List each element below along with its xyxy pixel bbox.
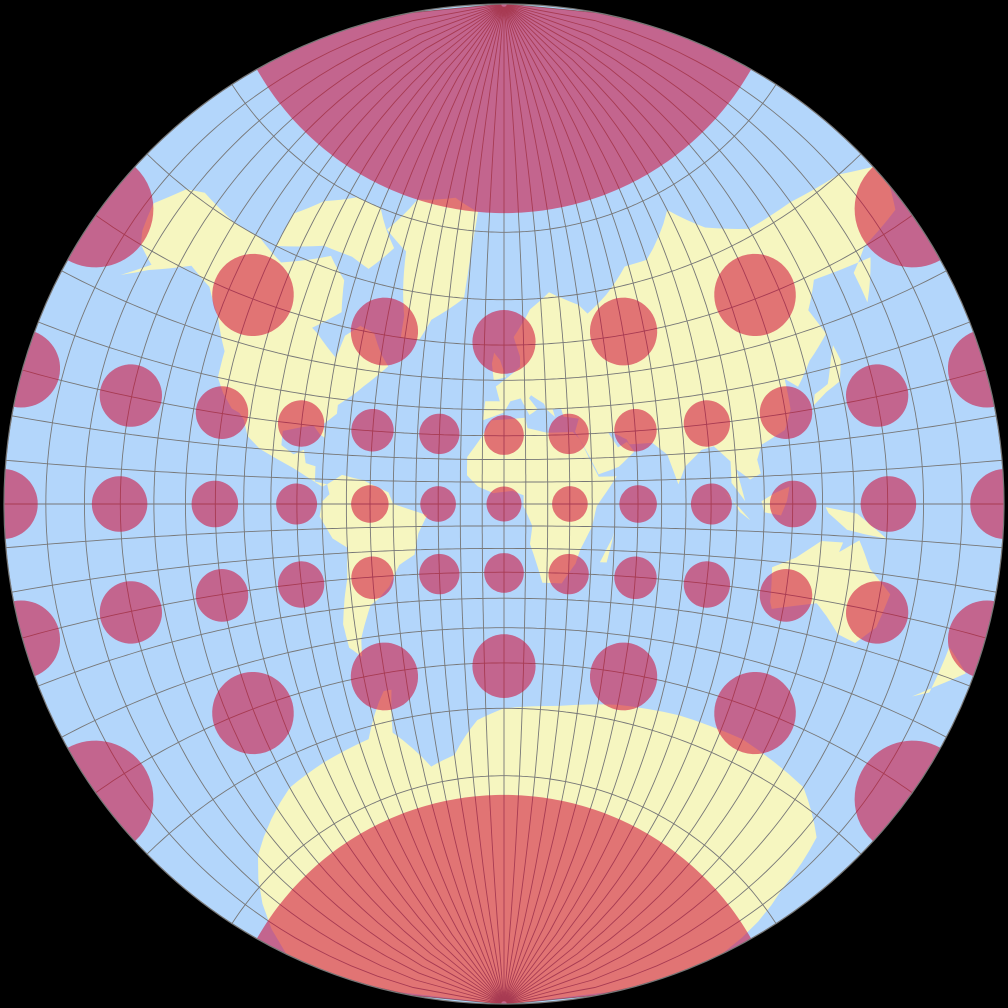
parallel <box>61 627 947 738</box>
parallel <box>11 415 997 461</box>
tissot-circle <box>276 483 318 525</box>
landmass <box>482 166 896 502</box>
tissot-circle <box>195 386 249 439</box>
parallel <box>231 775 777 924</box>
tissot-circle <box>552 486 588 522</box>
tissot-circle <box>486 486 522 522</box>
tissot-circle <box>351 485 389 523</box>
tissot-circle <box>846 581 909 644</box>
tissot-circle <box>759 386 813 439</box>
parallel <box>61 270 947 381</box>
tissot-circle <box>91 476 148 532</box>
parallel <box>146 153 862 301</box>
tissot-circle <box>548 553 589 595</box>
tissot-circle <box>212 253 294 336</box>
tissot-polar-cap <box>256 4 752 214</box>
parallel <box>38 597 970 687</box>
tissot-circle <box>759 569 813 622</box>
tissot-circle <box>714 253 796 336</box>
tissot-circle <box>350 297 418 366</box>
tissot-circle <box>472 634 536 698</box>
tissot-circle <box>351 409 394 452</box>
tissot-circle <box>590 642 658 711</box>
parallel <box>38 321 970 411</box>
tissot-circle <box>99 364 162 427</box>
parallel <box>11 547 997 593</box>
tissot-circle <box>484 553 524 593</box>
tissot-circle <box>484 415 524 455</box>
tissot-circle <box>614 556 657 599</box>
parallel <box>5 459 1003 483</box>
tissot-circle <box>195 569 249 622</box>
tissot-circle <box>278 561 325 608</box>
landmass <box>599 531 615 563</box>
globe-outline <box>3 3 1005 1005</box>
tissot-circle <box>690 483 732 525</box>
tissot-circle <box>548 413 589 455</box>
landmass <box>825 507 887 539</box>
tissot-circle <box>860 476 917 532</box>
tissot-circle <box>350 642 418 711</box>
tissot-circle <box>419 413 460 455</box>
parallel <box>5 525 1003 549</box>
tissot-circle <box>614 409 657 452</box>
tissot-circle <box>212 672 294 755</box>
tissot-circle <box>846 364 909 427</box>
tissot-circle <box>590 297 658 366</box>
tissot-circle <box>683 561 730 608</box>
tissot-circle <box>99 581 162 644</box>
tissot-circle <box>472 310 536 374</box>
tissot-circle <box>683 400 730 447</box>
parallel <box>146 707 862 855</box>
tissot-circle <box>420 486 456 522</box>
tissot-circle <box>278 400 325 447</box>
tissot-circle <box>619 485 657 523</box>
parallel <box>231 84 777 233</box>
tissot-circle <box>769 480 817 528</box>
tissot-circle <box>970 469 1004 539</box>
tissot-circle <box>351 556 394 599</box>
tissot-polar-cap <box>256 794 752 1004</box>
tissot-circle <box>4 469 38 539</box>
tissot-circle <box>714 672 796 755</box>
tissot-circle <box>419 553 460 595</box>
tissot-circle <box>191 480 239 528</box>
landmass <box>912 647 966 697</box>
